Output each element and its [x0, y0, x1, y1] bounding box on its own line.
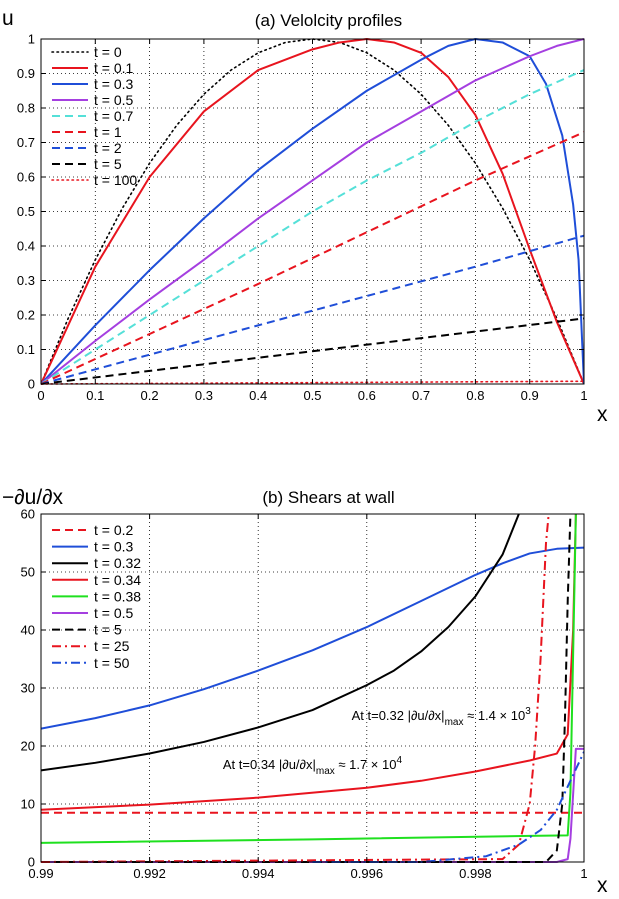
- y-tick-label: 0.9: [17, 66, 35, 81]
- legend-label: t = 0.38: [94, 588, 141, 604]
- legend-label: t = 25: [94, 638, 130, 654]
- series-line-t0p32: [41, 513, 520, 772]
- y-tick-label: 0.2: [17, 308, 35, 323]
- series-line-t0p5: [41, 38, 584, 385]
- annotation-text: ≈ 1.4 × 10: [463, 708, 525, 723]
- y-tick-label: 0.3: [17, 273, 35, 288]
- y-tick-label: 60: [21, 507, 35, 522]
- legend-label: t = 100: [94, 172, 137, 188]
- x-tick-label: 0.9: [521, 388, 539, 403]
- x-tick-label: 1: [580, 388, 587, 403]
- series-line-t25: [41, 513, 550, 863]
- x-tick-label: 1: [580, 866, 587, 881]
- series-line-t0p34: [41, 513, 577, 811]
- legend-label: t = 2: [94, 140, 122, 156]
- y-axis-label: −∂u/∂x: [2, 486, 64, 509]
- series-line-t0p3: [41, 38, 584, 385]
- legend-label: t = 0.32: [94, 555, 141, 571]
- y-tick-label: 0.7: [17, 135, 35, 150]
- series-line-t50: [312, 751, 584, 863]
- x-tick-label: 0.1: [86, 388, 104, 403]
- legend-label: t = 0.7: [94, 108, 134, 124]
- legend: t = 0t = 0.1t = 0.3t = 0.5t = 0.7t = 1t …: [51, 44, 137, 188]
- annotation: At t=0.34 |∂u/∂x|max ≈ 1.7 × 104: [223, 755, 403, 777]
- x-tick-label: 0.998: [459, 866, 492, 881]
- legend-label: t = 5: [94, 156, 122, 172]
- series-line-t0p3: [41, 546, 584, 730]
- legend-label: t = 0: [94, 44, 122, 60]
- y-tick-label: 10: [21, 797, 35, 812]
- annotation-subscript: max: [445, 717, 464, 728]
- series-line-t0p7: [41, 69, 584, 385]
- annotation-superscript: 4: [396, 755, 402, 766]
- y-tick-label: 40: [21, 623, 35, 638]
- x-tick-label: 0.4: [249, 388, 267, 403]
- legend-label: t = 50: [94, 655, 130, 671]
- x-tick-label: 0.5: [303, 388, 321, 403]
- x-tick-label: 0.7: [412, 388, 430, 403]
- annotation: At t=0.32 |∂u/∂x|max ≈ 1.4 × 103: [352, 706, 532, 728]
- y-tick-label: 0.8: [17, 101, 35, 116]
- legend-label: t = 5: [94, 622, 122, 638]
- legend-label: t = 0.3: [94, 539, 134, 555]
- x-tick-label: 0.6: [358, 388, 376, 403]
- chart-a: 0 0.1 0.2 0.3 0.4 0.5 0.6 0.7 0.8 0.9 1 0 0.1 0.2 0.3 0…: [2, 7, 608, 426]
- x-tick-label: 0.992: [133, 866, 166, 881]
- series-line-t0p1: [41, 38, 584, 385]
- x-tick-label: 0.8: [466, 388, 484, 403]
- y-tick-label: 0: [28, 855, 35, 870]
- series-line-t5: [41, 513, 572, 863]
- y-tick-label: 30: [21, 681, 35, 696]
- x-tick-label: 0: [37, 388, 44, 403]
- legend-label: t = 0.5: [94, 605, 134, 621]
- y-tick-label: 20: [21, 739, 35, 754]
- legend-label: t = 0.5: [94, 92, 134, 108]
- chart-title: (a) Velolcity profiles: [255, 11, 402, 30]
- legend-label: t = 0.1: [94, 60, 134, 76]
- annotation-text: At t=0.32 |∂u/∂x|: [352, 708, 445, 723]
- legend-label: t = 0.34: [94, 572, 141, 588]
- x-axis-label: x: [597, 874, 608, 897]
- x-tick-label: 0.99: [28, 866, 53, 881]
- x-tick-label: 0.2: [141, 388, 159, 403]
- chart-title: (b) Shears at wall: [262, 488, 394, 507]
- annotation-text: At t=0.34 |∂u/∂x|: [223, 757, 316, 772]
- legend: t = 0.2t = 0.3t = 0.32t = 0.34t = 0.38t …: [52, 522, 141, 671]
- annotation-superscript: 3: [525, 706, 531, 717]
- annotation-text: ≈ 1.7 × 10: [335, 757, 397, 772]
- y-tick-label: 0.4: [17, 239, 35, 254]
- series-line-t5: [41, 317, 584, 385]
- legend-label: t = 0.3: [94, 76, 134, 92]
- y-tick-label: 1: [28, 32, 35, 47]
- annotation-subscript: max: [316, 766, 335, 777]
- y-tick-label: 0.6: [17, 170, 35, 185]
- y-tick-label: 0: [28, 377, 35, 392]
- y-axis-label: u: [2, 7, 14, 30]
- series-line-t1: [41, 131, 584, 385]
- chart-b: 0.99 0.992 0.994 0.996 0.998 10102030405060(b…: [2, 486, 608, 897]
- legend-label: t = 1: [94, 124, 122, 140]
- x-tick-label: 0.994: [242, 866, 275, 881]
- y-tick-label: 0.5: [17, 204, 35, 219]
- x-tick-label: 0.3: [195, 388, 213, 403]
- legend-label: t = 0.2: [94, 522, 134, 538]
- y-tick-label: 50: [21, 565, 35, 580]
- series-line-t0p38: [41, 513, 577, 844]
- series-line-t2: [41, 234, 584, 385]
- x-axis-label: x: [597, 403, 608, 426]
- x-tick-label: 0.996: [351, 866, 384, 881]
- y-tick-label: 0.1: [17, 342, 35, 357]
